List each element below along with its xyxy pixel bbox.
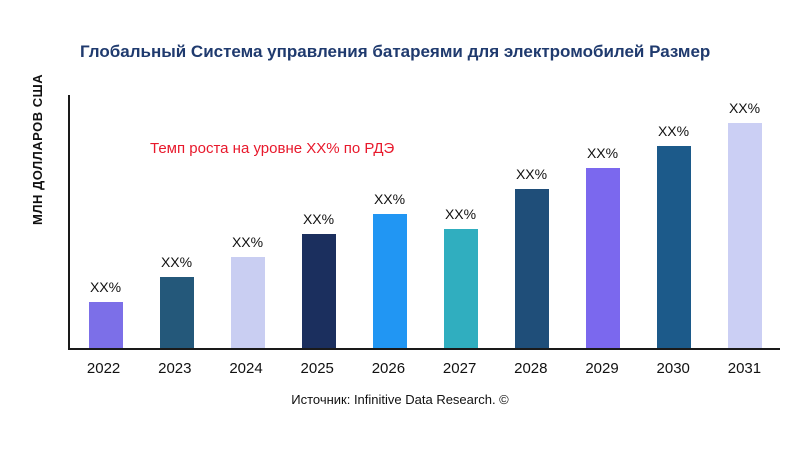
bar (301, 234, 336, 348)
bar-value-label: XX% (89, 279, 122, 296)
bar (372, 213, 407, 348)
x-axis-labels: 2022 2023 2024 2025 2026 2027 2028 2029 2030 2031 (68, 352, 780, 377)
x-axis-tick-label: 2031 (727, 360, 762, 377)
bar-value-label: XX% (302, 211, 335, 228)
bar (585, 168, 620, 348)
x-axis-tick-label: 2027 (442, 360, 477, 377)
bar-slot: XX% (141, 95, 212, 348)
bars: XX% XX% XX% XX% XX% XX% XX% XX% XX% XX% (70, 95, 780, 348)
x-axis-tick-label: 2030 (656, 360, 690, 377)
growth-rate-annotation: Темп роста на уровне XX% по РДЭ (150, 140, 395, 157)
bar-slot: XX% (212, 95, 283, 348)
bar (727, 122, 762, 348)
bar-value-label: XX% (160, 254, 193, 271)
bar-slot: XX% (70, 95, 141, 348)
bar-value-label: XX% (586, 145, 619, 162)
source-attribution: Источник: Infinitive Data Research. © (291, 392, 509, 407)
x-axis-tick-label: 2026 (371, 360, 406, 377)
bar-value-label: XX% (373, 190, 406, 207)
x-axis-tick-label: 2028 (514, 360, 548, 377)
bar-slot: XX% (283, 95, 354, 348)
bar-value-label: XX% (231, 233, 264, 250)
y-axis-label: МЛН ДОЛЛАРОВ США (30, 73, 45, 225)
bar-slot: XX% (496, 95, 567, 348)
chart-title: Глобальный Система управления батареями … (80, 42, 711, 61)
bar (656, 145, 691, 348)
bar (443, 229, 478, 348)
bar (230, 256, 265, 348)
bar-slot: XX% (638, 95, 709, 348)
bar (514, 188, 549, 348)
bar-slot: XX% (709, 95, 780, 348)
x-axis-tick-label: 2022 (86, 360, 121, 377)
bar-value-label: XX% (444, 206, 477, 223)
x-axis-tick-label: 2029 (585, 360, 619, 377)
bar-slot: XX% (354, 95, 425, 348)
bar (159, 277, 194, 348)
bar-value-label: XX% (728, 99, 761, 116)
bar-slot: XX% (567, 95, 638, 348)
x-axis-tick-label: 2025 (300, 360, 334, 377)
x-axis-tick-label: 2023 (158, 360, 192, 377)
plot-area: XX% XX% XX% XX% XX% XX% XX% XX% XX% XX% (68, 95, 780, 350)
bar-value-label: XX% (515, 165, 548, 182)
bar (88, 302, 123, 348)
x-axis-tick-label: 2024 (229, 360, 263, 377)
bar-value-label: XX% (657, 122, 690, 139)
bar-slot: XX% (425, 95, 496, 348)
